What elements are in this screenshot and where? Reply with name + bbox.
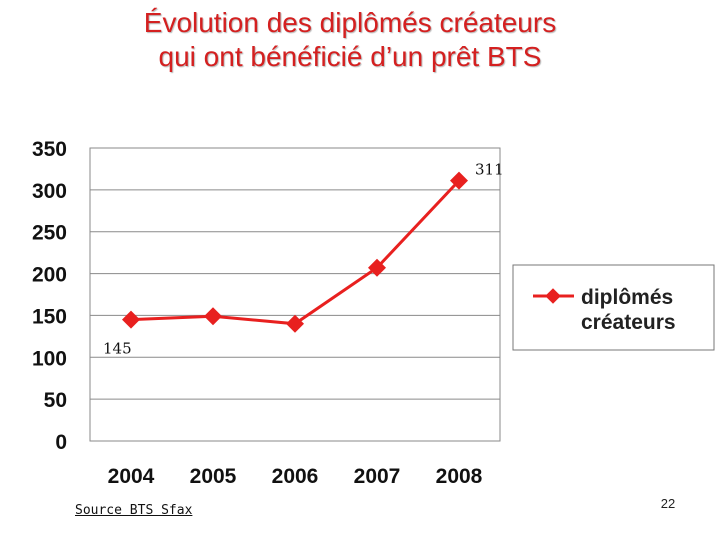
- y-tick-label: 300: [32, 180, 67, 203]
- data-point: [368, 258, 386, 277]
- legend: diplômés créateurs: [512, 264, 715, 351]
- data-point: [122, 310, 140, 329]
- plot-area: [89, 147, 501, 442]
- x-axis-ticks: 2004 2005 2006 2007 2008: [108, 465, 483, 488]
- y-tick-label: 150: [32, 305, 67, 328]
- title-line-1: Évolution des diplômés créateurs: [143, 7, 557, 38]
- data-point: [286, 314, 304, 333]
- gridlines: [90, 147, 500, 442]
- slide-title: Évolution des diplômés créateurs qui ont…: [0, 6, 700, 74]
- y-tick-label: 350: [32, 138, 67, 161]
- x-tick-label: 2004: [108, 465, 155, 488]
- title-line-2: qui ont bénéficié d’un prêt BTS: [158, 41, 542, 72]
- legend-box: [512, 264, 715, 351]
- y-tick-label: 200: [32, 264, 67, 287]
- x-tick-label: 2007: [354, 465, 401, 488]
- x-tick-label: 2006: [272, 465, 319, 488]
- data-point: [450, 171, 468, 190]
- series-group: [122, 171, 468, 333]
- data-point: [204, 307, 222, 326]
- legend-label-line-2: créateurs: [581, 311, 676, 334]
- data-label: 311: [475, 161, 504, 179]
- legend-label-line-1: diplômés: [581, 286, 673, 309]
- y-tick-label: 100: [32, 347, 67, 370]
- y-tick-label: 50: [44, 389, 67, 412]
- y-axis-ticks: 0 50 100 150 200 250 300 350: [32, 138, 67, 454]
- y-tick-label: 250: [32, 222, 67, 245]
- page-number: 22: [660, 496, 676, 511]
- x-tick-label: 2008: [436, 465, 483, 488]
- x-tick-label: 2005: [190, 465, 237, 488]
- source-note: Source BTS Sfax: [75, 503, 193, 518]
- data-label: 145: [103, 340, 132, 358]
- data-annotations: 145 311: [103, 161, 504, 358]
- y-tick-label: 0: [55, 431, 67, 454]
